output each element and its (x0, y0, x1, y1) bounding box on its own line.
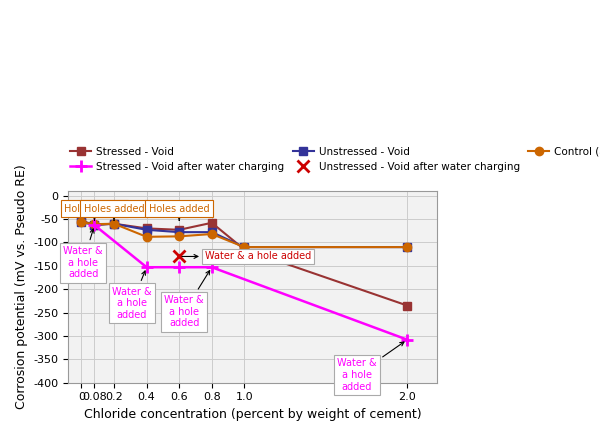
Control (ambient) - Void (176, 234, 183, 239)
Control (ambient) - Void (78, 220, 85, 225)
Unstressed - Void (208, 229, 215, 235)
Unstressed - Void (404, 245, 411, 250)
Unstressed - Void (91, 222, 98, 227)
Line: Stressed - Void: Stressed - Void (77, 216, 412, 310)
Line: Control (ambient) - Void: Control (ambient) - Void (77, 218, 412, 251)
Y-axis label: Corrosion potential (mV vs. Pseudo RE): Corrosion potential (mV vs. Pseudo RE) (15, 164, 28, 409)
Text: Water &
a hole
added: Water & a hole added (337, 342, 404, 392)
Line: Unstressed - Void: Unstressed - Void (77, 218, 412, 251)
Text: Holes added: Holes added (84, 204, 145, 220)
Control (ambient) - Void (404, 245, 411, 250)
Legend: Stressed - Void, Stressed - Void after water charging, Unstressed - Void, Unstre: Stressed - Void, Stressed - Void after w… (66, 143, 600, 176)
Text: Holes added: Holes added (149, 204, 209, 220)
Control (ambient) - Void (110, 221, 118, 226)
Stressed - Void after water charging (404, 337, 411, 342)
Stressed - Void (176, 227, 183, 232)
Text: Holes added: Holes added (64, 204, 125, 220)
Text: Water &
a hole
added: Water & a hole added (112, 271, 152, 320)
X-axis label: Chloride concentration (percent by weight of cement): Chloride concentration (percent by weigh… (83, 408, 421, 421)
Control (ambient) - Void (91, 221, 98, 227)
Unstressed - Void (110, 221, 118, 226)
Stressed - Void after water charging (208, 265, 215, 270)
Stressed - Void after water charging (176, 265, 183, 270)
Text: Water &
a hole
added: Water & a hole added (63, 229, 103, 279)
Unstressed - Void (143, 227, 150, 232)
Control (ambient) - Void (143, 234, 150, 239)
Stressed - Void after water charging (143, 265, 150, 270)
Unstressed - Void (176, 229, 183, 235)
Unstressed - Void (241, 245, 248, 250)
Stressed - Void (143, 226, 150, 231)
Stressed - Void (91, 222, 98, 228)
Line: Stressed - Void after water charging: Stressed - Void after water charging (89, 220, 413, 345)
Control (ambient) - Void (241, 245, 248, 250)
Control (ambient) - Void (208, 232, 215, 237)
Text: Water & a hole added: Water & a hole added (182, 252, 311, 262)
Stressed - Void (404, 303, 411, 308)
Unstressed - Void (78, 220, 85, 225)
Stressed - Void (110, 221, 118, 226)
Stressed - Void (241, 247, 248, 252)
Stressed - Void (208, 220, 215, 225)
Text: Water &
a hole
added: Water & a hole added (164, 271, 209, 328)
Stressed - Void after water charging (91, 222, 98, 228)
Stressed - Void (78, 218, 85, 223)
